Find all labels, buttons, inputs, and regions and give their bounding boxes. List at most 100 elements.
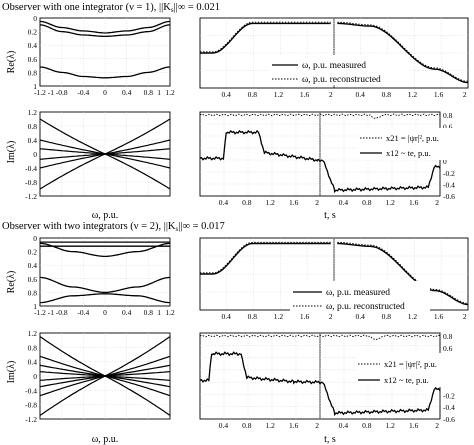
legend-measured-label: ω, p.u. measured (326, 288, 390, 298)
eigen-curve (39, 293, 171, 304)
x-tick-label: 0.4 (221, 312, 231, 321)
x-tick-label: 0 (103, 88, 107, 97)
re-axis-label-1: Re(λ) (6, 51, 17, 74)
omega-measured-line (337, 22, 469, 84)
omega-measured-line (337, 242, 469, 306)
x-tick-label: 1.2 (165, 308, 175, 317)
x-tick-label: -1 (48, 308, 54, 317)
x-tick-label: 0.8 (382, 90, 392, 99)
x-tick-label: 1.6 (409, 421, 419, 430)
x-tick-label: 0.8 (248, 312, 258, 321)
y-tick-label: 0.4 (28, 261, 38, 270)
legend-x12-label: x12 ~ te, p.u. (384, 375, 429, 385)
x-tick-label: -0.4 (77, 88, 89, 97)
x-tick-label: -1.2 (34, 88, 46, 97)
y-tick-label: -0.2 (443, 169, 455, 178)
y-tick-label: 1 (33, 302, 37, 311)
x-tick-label: 2 (435, 198, 439, 207)
omega-reconstructed-line (200, 21, 331, 53)
y-tick-label: -0.4 (443, 403, 455, 412)
x-tick-label: 1.2 (408, 90, 418, 99)
x-tick-label: 1.2 (274, 90, 284, 99)
x-tick-label: 0.4 (355, 312, 365, 321)
panel-im-1: -1.2 -0.8 -0.4 0 0.4 0.8 1.2 (25, 108, 171, 201)
legend-omega-2: ω, p.u. measured ω, p.u. reconstructed (290, 281, 430, 313)
y-tick-label: -0.8 (25, 401, 37, 410)
x-tick-label: -0.8 (56, 308, 68, 317)
y-tick-label: 1 (33, 82, 37, 91)
y-tick-label: 1.2 (28, 108, 38, 117)
omega-reconstructed-line (337, 21, 469, 82)
legend-x21-label: x21 = |ψr|², p.u. (386, 133, 439, 143)
section-2-title: Observer with two integrators (ν = 2), |… (2, 221, 225, 233)
x-tick-label: 2 (435, 421, 439, 430)
x-tick-label: 1.6 (409, 198, 419, 207)
y-tick-label: 0.8 (28, 122, 38, 131)
eig-x-label-2: ω, p.u. (92, 434, 119, 445)
x-tick-label: -1 (48, 88, 54, 97)
x-tick-label: 0.8 (362, 421, 372, 430)
y-tick-label: -0.4 (25, 164, 37, 173)
x-tick-label: -1.2 (34, 308, 46, 317)
y-tick-label: 0 (443, 157, 447, 166)
x-tick-label: 1.6 (289, 198, 299, 207)
legend-states-2: x21 = |ψr|², p.u. x12 ~ te, p.u. (356, 353, 466, 387)
x-tick-label: 0.8 (144, 88, 154, 97)
legend-omega-1: ω, p.u. measured ω, p.u. reconstructed (270, 55, 410, 85)
legend-x12-label: x12 ~ te, p.u. (386, 148, 431, 158)
x-tick-label: 0.8 (362, 198, 372, 207)
omega-reconstructed-line (337, 241, 469, 304)
x-tick-label: 1.6 (434, 90, 444, 99)
y-tick-label: 0.8 (28, 68, 38, 77)
y-tick-label: 0.6 (443, 122, 453, 131)
y-tick-label: 0.8 (443, 111, 453, 120)
re-axis-label-2: Re(λ) (6, 271, 17, 294)
eigen-curve (39, 242, 171, 258)
y-tick-label: 0.2 (28, 248, 38, 257)
panel-re-1: 00.20.40.60.81-1.2 -1 -0.8 -0.4 0 0.4 0.8 1 1.2 (28, 14, 175, 97)
y-tick-label: 0.8 (443, 332, 453, 341)
x-tick-label: 1.2 (274, 312, 284, 321)
x-tick-label: 0.4 (219, 421, 229, 430)
y-tick-label: 0.8 (28, 288, 38, 297)
im-axis-label-1: Im(λ) (6, 141, 17, 164)
x-tick-label: 1.2 (408, 312, 418, 321)
x-tick-label: 0.8 (248, 90, 258, 99)
y-tick-label: 0.6 (28, 275, 38, 284)
eigen-curve (39, 20, 171, 34)
x-tick-label: -0.8 (56, 88, 68, 97)
y-tick-label: 0.4 (28, 136, 38, 145)
x-tick-label: 2 (315, 198, 319, 207)
y-tick-label: 0.4 (28, 41, 38, 50)
eig-x-label-1: ω, p.u. (92, 210, 119, 221)
y-tick-label: -0.2 (443, 391, 455, 400)
x-tick-label: 0.4 (122, 308, 132, 317)
x-tick-label: 0.8 (242, 198, 252, 207)
x-tick-label: 2 (463, 312, 467, 321)
y-tick-label: 0 (33, 372, 37, 381)
x-tick-label: 0.4 (355, 90, 365, 99)
y-tick-label: -0.4 (443, 180, 455, 189)
eigen-curve (39, 24, 171, 38)
section-1-title: Observer with one integrator (ν = 1), ||… (2, 2, 220, 14)
x-tick-label: 0.4 (122, 88, 132, 97)
y-tick-label: -1.2 (25, 415, 37, 424)
x12-line (199, 129, 441, 194)
x-tick-label: -0.4 (77, 308, 89, 317)
x-tick-label: 2 (315, 421, 319, 430)
eigen-curve (39, 66, 171, 79)
time-x-label-1: t, s (324, 210, 336, 221)
x-tick-label: 1.2 (386, 421, 396, 430)
x-tick-label: 2 (329, 90, 333, 99)
legend-reconstructed-label: ω, p.u. reconstructed (302, 75, 381, 85)
x21-line (199, 334, 441, 341)
x-tick-label: 1 (157, 88, 161, 97)
x-tick-label: 2 (463, 90, 467, 99)
x12-line (199, 351, 441, 417)
y-tick-label: 0 (33, 150, 37, 159)
legend-reconstructed-label: ω, p.u. reconstructed (326, 302, 405, 312)
x-tick-label: 0.8 (382, 312, 392, 321)
x-tick-label: 0.8 (242, 421, 252, 430)
y-tick-label: 0 (33, 234, 37, 243)
